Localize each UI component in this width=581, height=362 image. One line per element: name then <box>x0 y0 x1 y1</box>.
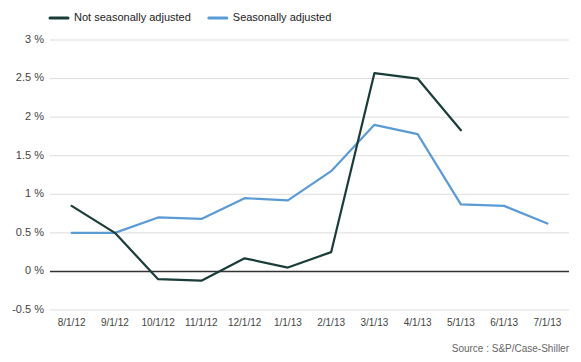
x-tick-label: 12/1/12 <box>228 317 262 328</box>
legend-swatch <box>50 17 68 20</box>
x-tick-label: 2/1/13 <box>317 317 345 328</box>
y-tick-label: 0 % <box>25 264 44 276</box>
series-line <box>72 125 548 233</box>
grid-line <box>50 117 569 118</box>
y-tick-label: 2.5 % <box>16 71 44 83</box>
x-tick-label: 4/1/13 <box>404 317 432 328</box>
grid-line <box>50 232 569 233</box>
y-grid <box>50 40 569 310</box>
x-tick-label: 7/1/13 <box>533 317 561 328</box>
grid-line <box>50 40 569 41</box>
x-tick-label: 5/1/13 <box>447 317 475 328</box>
y-tick-label: 0.5 % <box>16 226 44 238</box>
y-tick-label: 1.5 % <box>16 149 44 161</box>
x-tick-label: 9/1/12 <box>101 317 129 328</box>
x-tick-label: 6/1/13 <box>490 317 518 328</box>
chart-container: -0.5 % 0 % 0.5 % 1 % 1.5 % 2 % 2.5 % 3 % 8/1/12 9… <box>0 0 581 362</box>
x-tick-label: 8/1/12 <box>58 317 86 328</box>
legend-label: Seasonally adjusted <box>233 11 331 23</box>
legend-label: Not seasonally adjusted <box>74 11 191 23</box>
series-line <box>72 73 461 281</box>
grid-line <box>50 155 569 156</box>
y-tick-label: 2 % <box>25 110 44 122</box>
y-tick-label: -0.5 % <box>12 303 44 315</box>
y-tick-labels: -0.5 % 0 % 0.5 % 1 % 1.5 % 2 % 2.5 % 3 % <box>12 33 44 315</box>
source-note: Source : S&P/Case-Shiller <box>452 343 570 354</box>
legend: Not seasonally adjusted Seasonally adjust… <box>50 11 331 23</box>
grid-line <box>50 310 569 311</box>
x-tick-label: 10/1/12 <box>141 317 175 328</box>
grid-line <box>50 194 569 195</box>
lines <box>72 73 548 281</box>
zero-line <box>50 271 569 273</box>
y-tick-label: 3 % <box>25 33 44 45</box>
x-tick-label: 3/1/13 <box>360 317 388 328</box>
x-tick-label: 11/1/12 <box>185 317 218 328</box>
y-tick-label: 1 % <box>25 187 44 199</box>
x-tick-labels: 8/1/12 9/1/12 10/1/12 11/1/12 12/1/12 1/1/13 2… <box>58 317 562 328</box>
grid-line <box>50 78 569 79</box>
legend-swatch <box>209 17 227 20</box>
chart-svg: -0.5 % 0 % 0.5 % 1 % 1.5 % 2 % 2.5 % 3 % 8/1/12 9… <box>0 0 581 362</box>
x-tick-label: 1/1/13 <box>274 317 302 328</box>
